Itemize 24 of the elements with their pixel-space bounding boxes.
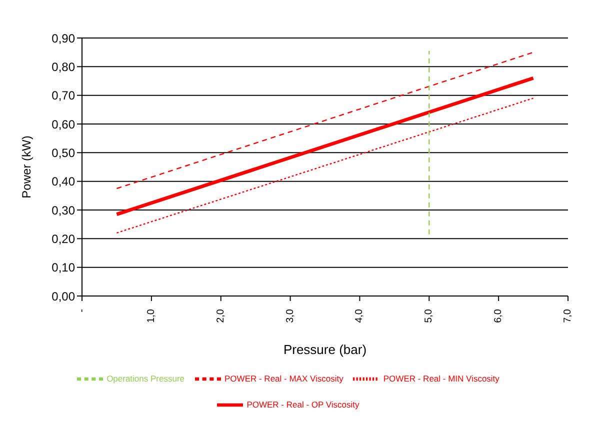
x-tick-label: 5,0: [424, 308, 435, 323]
x-tick-label: -: [76, 309, 88, 312]
legend-label: POWER - Real - OP Viscosity: [246, 399, 360, 410]
y-tick-label: 0,30: [52, 203, 76, 218]
x-tick-label: 7,0: [562, 308, 574, 323]
y-tick-label: 0,20: [52, 232, 76, 246]
x-tick-label: 2,0: [215, 308, 226, 323]
legend-label: POWER - Real - MAX Viscosity: [224, 373, 344, 384]
y-tick-label: 0,80: [52, 60, 76, 74]
y-tick-label: 0,40: [52, 174, 76, 189]
legend-label: Operations Pressure: [106, 373, 185, 384]
x-tick-label: 4,0: [354, 308, 366, 323]
y-tick-label: 0,10: [52, 260, 76, 275]
y-tick-label: 0,50: [52, 146, 76, 160]
x-tick-label: 3,0: [284, 308, 296, 323]
y-tick-label: 0,90: [52, 31, 76, 46]
y-tick-label: 0,00: [52, 289, 76, 304]
y-tick-label: 0,70: [52, 88, 76, 103]
y-axis-title: Power (kW): [19, 136, 34, 198]
y-tick-label: 0,60: [52, 117, 76, 132]
x-axis-title: Pressure (bar): [283, 342, 367, 357]
legend-label: POWER - Real - MIN Viscosity: [383, 373, 500, 384]
x-tick-label: 1,0: [146, 308, 157, 323]
x-tick-label: 6,0: [493, 308, 504, 323]
